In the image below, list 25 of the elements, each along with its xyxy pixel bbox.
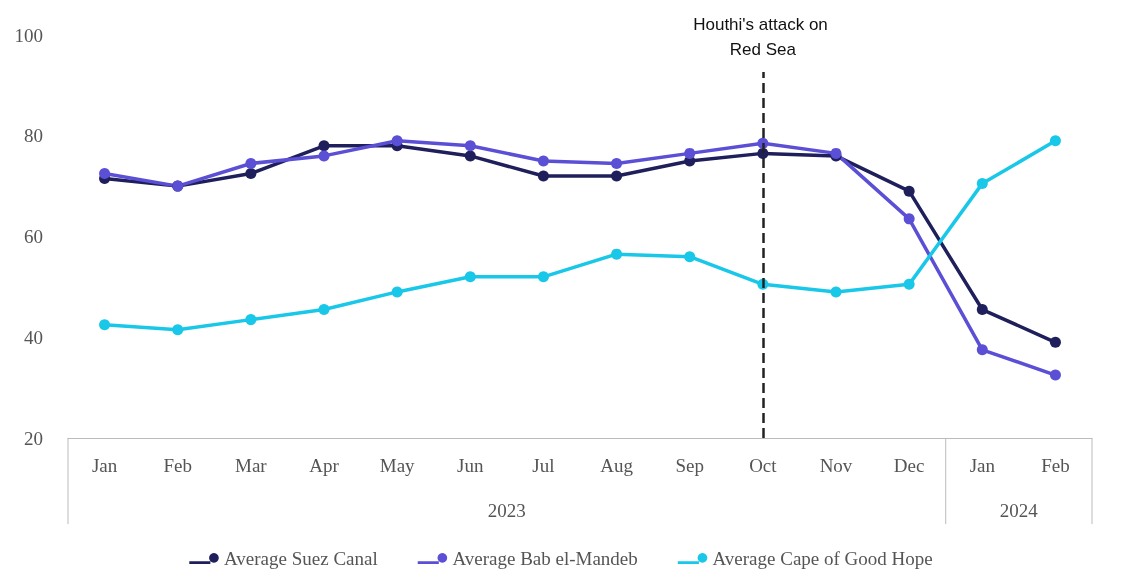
y-tick-label: 20 — [24, 427, 43, 449]
x-tick-label: Jan — [91, 455, 118, 476]
x-tick-label: Feb — [1041, 455, 1070, 476]
text: 2024 — [999, 499, 1039, 521]
y-tick-label: 40 — [24, 326, 43, 348]
x-tick-label: Feb — [163, 455, 192, 476]
legend-label: Average Bab el-Mandeb — [452, 548, 638, 569]
y-tick-label: 60 — [24, 226, 43, 247]
legend-label: Average Suez Canal — [224, 548, 378, 569]
x-tick-label: Aug — [600, 455, 634, 476]
text: 2023 — [487, 499, 526, 521]
y-tick-label: 80 — [24, 125, 43, 147]
x-tick-label: Jul — [532, 455, 555, 476]
y-tick-label: 100 — [14, 24, 43, 46]
x-tick-label: Nov — [819, 455, 853, 476]
x-tick-label: Jan — [969, 455, 996, 476]
x-tick-label: Jun — [457, 455, 484, 476]
x-tick-label: Mar — [235, 455, 268, 476]
x-tick-label: Apr — [309, 455, 340, 476]
x-tick-label: May — [379, 455, 416, 476]
ref-line-label: Houthi's attack on Red Sea — [693, 15, 833, 59]
x-tick-label: Oct — [749, 455, 778, 476]
legend-label: Average Cape of Good Hope — [712, 548, 933, 569]
x-tick-label: Dec — [893, 455, 925, 476]
x-tick-label: Sep — [675, 455, 704, 476]
